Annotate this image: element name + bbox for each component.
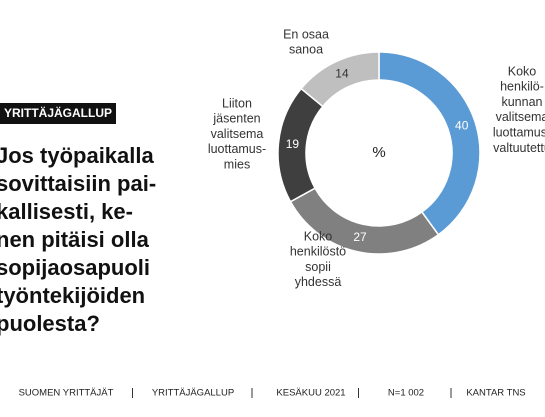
footer: SUOMEN YRITTÄJÄT YRITTÄJÄGALLUP KESÄKUU 20… [19,388,526,399]
category-label: jäsenten [212,112,260,126]
donut-slice [300,51,380,108]
category-label: valitsema [496,110,545,124]
category-label: sanoa [289,43,323,57]
question-line: puolesta? [0,311,100,336]
category-label: henkilöstö [290,245,346,259]
category-label: luottamus- [208,142,266,156]
tag-box [0,103,116,124]
footer-item: KANTAR TNS [466,388,525,399]
tag: YRITTÄJÄGALLUP [4,105,112,120]
value-label: 14 [335,66,349,80]
category-label: sopii [305,260,331,274]
question-line: sopijaosapuoli [0,255,150,280]
footer-item: KESÄKUU 2021 [276,388,345,399]
category-label: Koko [304,229,333,243]
question-line: työntekijöiden [0,283,145,308]
category-label: Liiton [222,96,252,110]
question-line: sovittaisiin pai- [0,171,156,196]
category-label: mies [224,157,250,171]
category-label: valitsema [211,127,264,141]
center-label: % [372,144,385,161]
donut-slice [277,87,324,203]
value-label: 40 [455,118,469,132]
footer-item: SUOMEN YRITTÄJÄT [19,388,114,399]
category-label: henkilö- [500,80,544,94]
category-label: yhdessä [295,275,342,289]
value-label: 19 [286,137,300,151]
category-label: kunnan [501,95,542,109]
question: Jos työpaikalla sovittaisiin pai-kallises… [0,143,156,336]
question-line: kallisesti, ke- [0,199,133,224]
category-label: En osaa [283,27,329,41]
value-label: 27 [353,230,367,244]
donut-chart: 40271914%Kokohenkilö-kunnanvalitsemaluot… [208,27,545,289]
category-label: Koko [508,64,537,78]
donut-slice [378,51,481,236]
footer-item: YRITTÄJÄGALLUP [152,388,234,399]
category-label: luottamus- [493,125,545,139]
footer-item: N=1 002 [388,388,424,399]
question-line: nen pitäisi olla [0,227,150,252]
question-line: Jos työpaikalla [0,143,155,168]
category-label: valtuutettu [493,141,545,155]
